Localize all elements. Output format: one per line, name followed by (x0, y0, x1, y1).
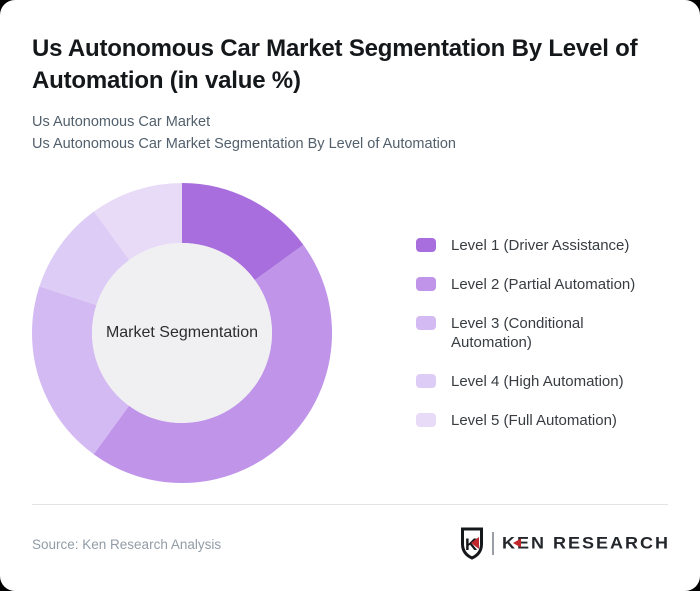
source-note: Source: Ken Research Analysis (32, 537, 222, 552)
subtitle: Us Autonomous Car Market Us Autonomous C… (32, 112, 672, 155)
legend-swatch (416, 316, 436, 330)
footer-divider (32, 504, 668, 505)
brand-name: KEN RESEARCH (502, 533, 670, 552)
legend-item: Level 2 (Partial Automation) (416, 275, 668, 294)
legend-swatch (416, 374, 436, 388)
legend-label: Level 2 (Partial Automation) (451, 276, 636, 293)
donut-segment-2 (32, 183, 332, 483)
donut-center-label: Market Segmentation (105, 324, 259, 341)
shield-logo-icon: K (460, 527, 483, 560)
legend-label: Level 4 (High Automation) (451, 373, 624, 390)
legend-item: Level 5 (Full Automation) (416, 411, 668, 430)
subtitle-line-2: Us Autonomous Car Market Segmentation By… (32, 135, 456, 152)
shield-letter: K (465, 535, 478, 554)
donut-segment-5 (32, 183, 332, 483)
shield-accent-triangle (470, 536, 479, 549)
legend-swatch (416, 238, 436, 252)
legend-item: Level 3 (Conditional Automation) (416, 314, 668, 352)
legend-label: Level 1 (Driver Assistance) (451, 237, 630, 254)
legend-label: Level 3 (Conditional Automation) (451, 315, 584, 351)
donut-chart: Market Segmentation Level 1 (Driver Assi… (32, 183, 668, 483)
legend-item: Level 1 (Driver Assistance) (416, 236, 668, 255)
donut-segment-3 (32, 183, 332, 483)
donut-hole (92, 243, 272, 423)
legend-swatch (416, 277, 436, 291)
page-title-line-1: Us Autonomous Car Market Segmentation By… (32, 35, 638, 62)
chart-legend: Level 1 (Driver Assistance) Level 2 (Part… (416, 236, 668, 450)
legend-label: Level 5 (Full Automation) (451, 412, 617, 429)
legend-item: Level 4 (High Automation) (416, 372, 668, 391)
donut-rings (32, 183, 332, 483)
brand-k-accent-triangle (512, 537, 521, 548)
page-title: Us Autonomous Car Market Segmentation By… (32, 33, 692, 96)
donut-svg (32, 183, 332, 483)
page-title-line-2: Automation (in value %) (32, 66, 301, 94)
legend-swatch (416, 413, 436, 427)
ken-research-logo: K KEN RESEARCH (460, 526, 670, 560)
logo-divider (491, 531, 494, 555)
brand-text: KEN RESEARCH (501, 533, 670, 552)
subtitle-line-1: Us Autonomous Car Market (32, 114, 211, 130)
